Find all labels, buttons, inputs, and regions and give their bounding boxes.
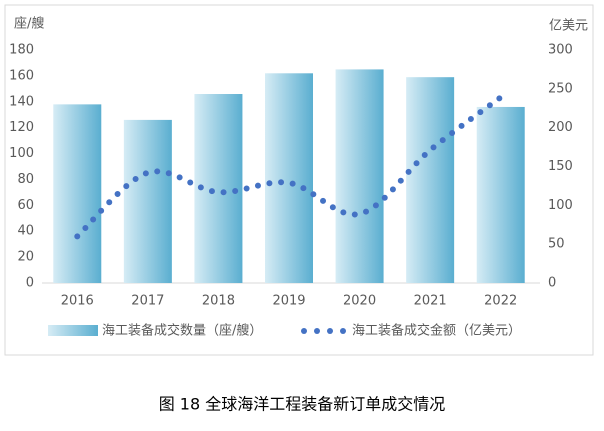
legend-label: 海工装备成交金额（亿美元） xyxy=(352,323,521,339)
legend-swatch xyxy=(301,328,307,334)
y2-tick-label: 150 xyxy=(548,159,573,174)
y2-axis-label: 亿美元 xyxy=(549,19,588,34)
legend-swatch xyxy=(340,328,346,334)
y-tick-label: 180 xyxy=(9,43,34,58)
y2-tick-label: 200 xyxy=(548,120,573,135)
caption: 图 18 全球海洋工程装备新订单成交情况 xyxy=(159,395,446,414)
y-axis-label: 座/艘 xyxy=(14,16,44,32)
y-tick-label: 120 xyxy=(9,120,34,135)
x-tick-label: 2017 xyxy=(131,294,164,309)
legend-swatch xyxy=(48,325,98,336)
y-tick-label: 40 xyxy=(17,224,34,239)
x-tick-label: 2021 xyxy=(414,294,447,309)
legend-swatch xyxy=(314,328,320,334)
y-tick-label: 160 xyxy=(9,68,34,83)
legend-label: 海工装备成交数量（座/艘） xyxy=(102,323,262,339)
y-tick-label: 20 xyxy=(17,250,34,265)
y2-tick-label: 250 xyxy=(548,81,573,96)
bar xyxy=(265,73,313,283)
x-tick-label: 2022 xyxy=(484,294,517,309)
y2-tick-label: 50 xyxy=(548,237,565,252)
y-tick-label: 60 xyxy=(17,198,34,213)
bar xyxy=(53,104,102,283)
y2-tick-label: 0 xyxy=(548,276,556,291)
x-tick-label: 2018 xyxy=(202,294,235,309)
bar xyxy=(335,69,384,284)
x-tick-label: 2020 xyxy=(343,294,376,309)
y-tick-label: 100 xyxy=(9,146,34,161)
x-tick-label: 2019 xyxy=(272,294,305,309)
x-tick-label: 2016 xyxy=(61,294,94,309)
y2-tick-label: 300 xyxy=(548,43,573,58)
legend-swatch xyxy=(327,328,333,334)
bar xyxy=(406,77,455,283)
chart-frame xyxy=(4,4,594,356)
dotted-line xyxy=(74,94,504,240)
bar xyxy=(476,106,525,283)
y-tick-label: 140 xyxy=(9,94,34,109)
y-tick-label: 80 xyxy=(17,172,34,187)
bar xyxy=(123,119,172,284)
y-tick-label: 0 xyxy=(26,276,34,291)
y2-tick-label: 100 xyxy=(548,198,573,213)
